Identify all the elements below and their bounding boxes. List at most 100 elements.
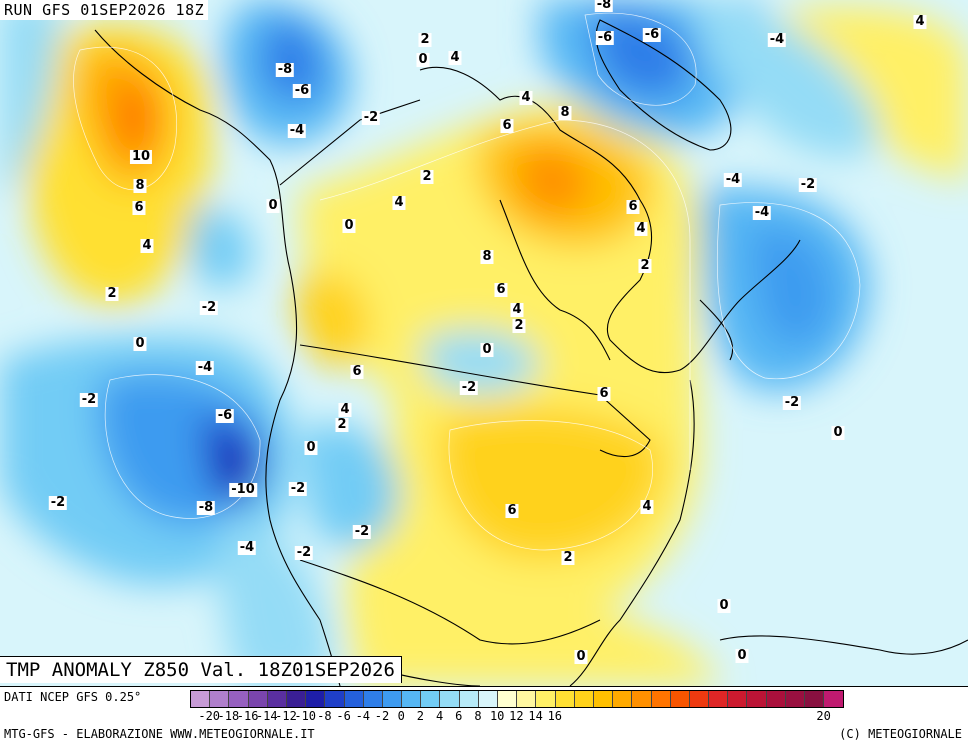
color-scale-tick: 10 bbox=[489, 709, 505, 723]
isotherm-value-label: 2 bbox=[420, 169, 434, 184]
color-scale-tick: -10 bbox=[294, 709, 317, 723]
isotherm-value-label: -6 bbox=[595, 30, 615, 45]
color-swatch bbox=[689, 691, 710, 707]
isotherm-value-label: -8 bbox=[275, 62, 295, 77]
color-swatch bbox=[478, 691, 498, 707]
color-swatch bbox=[805, 691, 825, 707]
color-swatch bbox=[824, 691, 844, 707]
color-swatch bbox=[785, 691, 805, 707]
color-swatch bbox=[344, 691, 364, 707]
color-swatch bbox=[555, 691, 575, 707]
isotherm-value-label: -8 bbox=[594, 0, 614, 12]
isotherm-value-label: 2 bbox=[105, 286, 119, 301]
color-swatch bbox=[402, 691, 422, 707]
isotherm-value-label: -2 bbox=[288, 481, 308, 496]
isotherm-value-label: 0 bbox=[480, 342, 494, 357]
color-scale-tick: -6 bbox=[336, 709, 351, 723]
isotherm-value-label: -4 bbox=[195, 360, 215, 375]
isotherm-value-label: -2 bbox=[48, 495, 68, 510]
color-scale-tick: 4 bbox=[435, 709, 444, 723]
isotherm-value-label: -6 bbox=[642, 27, 662, 42]
isotherm-value-label: -2 bbox=[79, 392, 99, 407]
credit-left: MTG-GFS - ELABORAZIONE WWW.METEOGIORNALE… bbox=[4, 727, 315, 741]
color-scale-tick: 20 bbox=[816, 709, 831, 723]
map-title: TMP ANOMALY Z850 Val. 18Z01SEP2026 bbox=[0, 656, 402, 683]
isolines bbox=[73, 12, 861, 551]
color-scale-tick: 14 bbox=[528, 709, 543, 723]
map-canvas bbox=[0, 0, 968, 686]
color-swatch bbox=[421, 691, 441, 707]
color-scale bbox=[190, 690, 845, 708]
isotherm-value-label: -2 bbox=[782, 395, 802, 410]
isotherm-value-label: 4 bbox=[392, 195, 406, 210]
isotherm-value-label: 4 bbox=[634, 221, 648, 236]
isotherm-value-label: 0 bbox=[266, 198, 280, 213]
isotherm-value-label: -4 bbox=[752, 205, 772, 220]
color-scale-tick: -14 bbox=[255, 709, 278, 723]
color-scale-tick: -18 bbox=[217, 709, 240, 723]
isotherm-value-label: 8 bbox=[480, 249, 494, 264]
isotherm-value-label: 4 bbox=[140, 238, 154, 253]
anomaly-map bbox=[0, 0, 968, 686]
color-scale-tick: 2 bbox=[416, 709, 425, 723]
isotherm-value-label: 0 bbox=[342, 218, 356, 233]
isotherm-value-label: 0 bbox=[717, 598, 731, 613]
isotherm-value-label: -6 bbox=[292, 83, 312, 98]
color-scale-tick: -20 bbox=[198, 709, 221, 723]
isotherm-value-label: 0 bbox=[574, 649, 588, 664]
isotherm-value-label: -4 bbox=[723, 172, 743, 187]
isotherm-value-label: 8 bbox=[558, 105, 572, 120]
isotherm-value-label: 4 bbox=[519, 90, 533, 105]
isotherm-value-label: 2 bbox=[638, 258, 652, 273]
color-swatch bbox=[613, 691, 633, 707]
color-swatch bbox=[747, 691, 767, 707]
color-swatch bbox=[517, 691, 537, 707]
color-swatch bbox=[267, 691, 287, 707]
isotherm-value-label: -2 bbox=[459, 380, 479, 395]
color-scale-tick: 8 bbox=[474, 709, 482, 723]
color-scale-tick: -16 bbox=[236, 709, 259, 723]
isotherm-value-label: -2 bbox=[798, 177, 818, 192]
isotherm-value-label: 6 bbox=[597, 386, 611, 401]
isotherm-value-label: 4 bbox=[338, 402, 352, 417]
isotherm-value-label: -8 bbox=[196, 500, 216, 515]
isotherm-value-label: 8 bbox=[133, 178, 147, 193]
color-swatch bbox=[670, 691, 690, 707]
isotherm-value-label: 0 bbox=[735, 648, 749, 663]
color-scale-tick: 12 bbox=[509, 709, 524, 723]
isotherm-value-label: -4 bbox=[287, 123, 307, 138]
color-swatch bbox=[651, 691, 671, 707]
color-swatch bbox=[306, 691, 326, 707]
coastlines bbox=[94, 19, 968, 686]
isotherm-value-label: -4 bbox=[767, 32, 787, 47]
isotherm-value-label: 4 bbox=[640, 499, 654, 514]
color-scale-tick: -2 bbox=[374, 709, 390, 723]
color-swatch bbox=[286, 691, 307, 707]
isotherm-value-label: 2 bbox=[335, 417, 349, 432]
isotherm-value-label: 0 bbox=[304, 440, 318, 455]
color-scale-tick: -4 bbox=[355, 709, 371, 723]
isotherm-value-label: -2 bbox=[361, 110, 381, 125]
color-swatch bbox=[459, 691, 479, 707]
color-swatch bbox=[766, 691, 786, 707]
isotherm-value-label: 6 bbox=[494, 282, 508, 297]
isotherm-value-label: 0 bbox=[133, 336, 147, 351]
color-swatch bbox=[210, 691, 230, 707]
color-swatch bbox=[536, 691, 556, 707]
isotherm-value-label: -2 bbox=[352, 524, 372, 539]
isotherm-value-label: 6 bbox=[626, 199, 640, 214]
color-scale-tick: -8 bbox=[317, 709, 332, 723]
data-source: DATI NCEP GFS 0.25° bbox=[4, 690, 142, 704]
color-scale-tick: -12 bbox=[275, 709, 297, 723]
credit-right: (C) METEOGIORNALE bbox=[839, 727, 962, 741]
isotherm-value-label: 6 bbox=[350, 364, 364, 379]
color-swatch bbox=[325, 691, 345, 707]
color-swatch bbox=[632, 691, 652, 707]
color-swatch bbox=[593, 691, 614, 707]
isotherm-value-label: -10 bbox=[229, 482, 257, 497]
isotherm-value-label: 4 bbox=[448, 50, 462, 65]
isotherm-value-label: 2 bbox=[512, 318, 526, 333]
isotherm-value-label: 6 bbox=[132, 200, 146, 215]
footer: DATI NCEP GFS 0.25° -20 -18 -16 -14 -12 -10 -8… bbox=[0, 686, 968, 746]
color-swatch bbox=[498, 691, 518, 707]
